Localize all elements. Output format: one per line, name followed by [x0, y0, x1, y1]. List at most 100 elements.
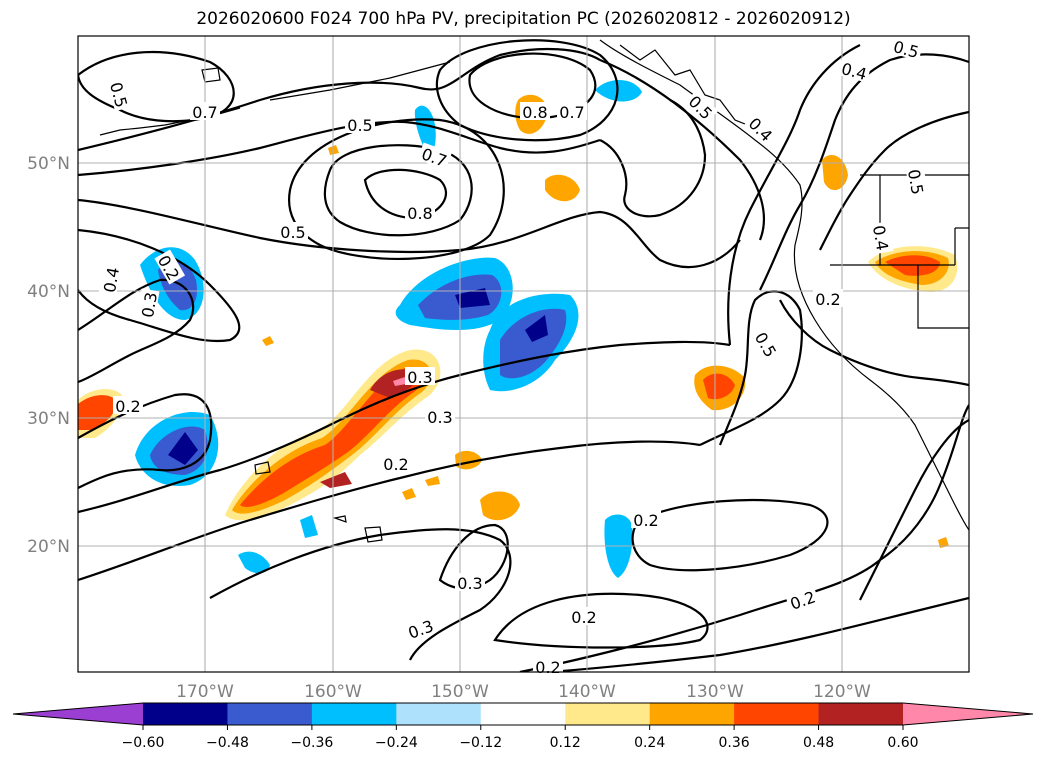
colorbar-cell: [143, 703, 228, 725]
contour-label-text: 0.2: [815, 290, 840, 309]
contour-label-background: [345, 115, 375, 133]
contour-label-background: [905, 165, 929, 198]
contour-label-background: [405, 203, 435, 221]
coastline: [619, 44, 761, 131]
contour-label-text: 0.3: [457, 574, 482, 593]
contour-label-background: [684, 89, 719, 124]
border-line: [917, 265, 969, 329]
contour-label-background: [455, 573, 485, 591]
contour-label-text: 0.2: [571, 608, 596, 627]
contour-label: 0.4: [869, 221, 894, 254]
contour-label-background: [425, 407, 455, 425]
contour-label: 0.2: [785, 585, 820, 614]
colorbar-tick-label: 0.24: [634, 735, 665, 751]
contour-label: 0.7: [190, 102, 220, 122]
contour-label-text: 0.3: [427, 408, 452, 427]
contour-label-background: [405, 367, 435, 385]
colorbar-tick-label: −0.60: [122, 735, 165, 751]
colorbar-tick-label: 0.48: [803, 735, 834, 751]
contour-label-text: 0.5: [280, 223, 305, 242]
contour-label-text: 0.5: [904, 168, 927, 196]
coastline: [269, 61, 451, 101]
pv-contour-line: [599, 99, 707, 218]
contour-label-background: [744, 111, 779, 146]
contour-label-text: 0.2: [115, 397, 140, 416]
colorbar-cell: [649, 703, 735, 725]
contour-label: 0.2: [533, 657, 563, 677]
contour-label: 0.8: [405, 203, 435, 223]
contour-label-background: [569, 607, 599, 625]
pv-contour-line: [363, 168, 447, 220]
precip-negative-blob-a-core: [455, 288, 490, 308]
contour-label: 0.5: [278, 222, 308, 242]
colorbar-tick-label: −0.36: [290, 735, 333, 751]
pv-contour-line: [493, 592, 709, 649]
contour-label: 0.5: [751, 326, 783, 362]
colorbar-tick-label: 0.60: [887, 735, 918, 751]
contour-label: 0.5: [684, 89, 719, 124]
pv-contour-line: [779, 299, 969, 387]
pv-contour-line: [435, 39, 619, 142]
precip-positive-blob-j: [425, 476, 440, 486]
colorbar-extend-min: [13, 703, 143, 725]
precip-positive-blob-f: [822, 155, 848, 191]
contour-label-text: 0.8: [522, 103, 547, 122]
lat-label: 30°N: [27, 409, 70, 429]
contour-label: 0.2: [813, 289, 843, 309]
lon-label: 160°W: [304, 682, 362, 702]
contour-label-background: [870, 221, 894, 254]
contour-label-text: 0.5: [347, 116, 372, 135]
colorbar-cells: [13, 703, 1033, 725]
longitude-labels: 170°W 160°W 150°W 140°W 130°W 120°W: [176, 682, 871, 702]
precip-negative-blob-d-core: [168, 432, 198, 465]
precip-positive-blob-m: [938, 537, 949, 548]
precip-positive-blob-g: [480, 491, 520, 521]
precip-fill-layer: [78, 80, 958, 578]
contour-label-background: [381, 454, 411, 472]
precip-positive-band-spot: [320, 472, 352, 488]
precip-negative-blob-i: [300, 515, 318, 538]
contour-label-text: 0.4: [869, 224, 892, 252]
contour-label: 0.5: [106, 77, 133, 112]
contour-label-text: 0.3: [138, 291, 161, 319]
pv-contour-line: [78, 228, 241, 342]
lon-label: 150°W: [431, 682, 489, 702]
contour-label-background: [136, 288, 160, 321]
precip-positive-blob-b-core: [703, 373, 735, 400]
contour-label-background: [533, 657, 563, 675]
pv-contour-line: [78, 278, 195, 384]
lon-label: 130°W: [686, 682, 744, 702]
contour-label-text: 0.3: [407, 368, 432, 387]
contour-label-background: [751, 326, 783, 362]
contour-label: 0.4: [744, 111, 779, 146]
lat-label: 20°N: [27, 537, 70, 557]
contour-label-background: [403, 614, 438, 642]
pv-contour-line: [78, 393, 213, 489]
precip-positive-band-peak: [370, 369, 416, 398]
colorbar-cell: [565, 703, 651, 725]
latitude-labels: 50°N 40°N 30°N 20°N: [27, 154, 70, 557]
contour-label-background: [813, 289, 843, 307]
contour-label-background: [154, 249, 186, 285]
colorbar-cell: [396, 703, 482, 725]
contour-label-background: [113, 396, 143, 414]
colorbar-tick-label: 0.12: [550, 735, 581, 751]
pv-contour-line: [78, 47, 601, 152]
island: [254, 461, 271, 475]
contour-label-text: 0.4: [100, 266, 123, 294]
contour-label: 0.5: [904, 165, 929, 198]
colorbar-tick-label: 0.36: [719, 735, 750, 751]
contour-label-background: [107, 77, 133, 112]
contour-label-background: [785, 585, 820, 613]
lon-label: 140°W: [558, 682, 616, 702]
pv-contour-line: [819, 110, 969, 251]
pv-contour-line: [519, 404, 969, 672]
contour-label: 0.3: [136, 288, 161, 321]
contour-label: 0.3: [403, 614, 438, 643]
contour-label-text: 0.8: [407, 204, 432, 223]
precip-negative-blob-h: [238, 551, 270, 574]
contour-label-text: 0.7: [192, 103, 217, 122]
contour-label: 0.2: [569, 607, 599, 627]
pv-contour-line: [599, 58, 765, 241]
